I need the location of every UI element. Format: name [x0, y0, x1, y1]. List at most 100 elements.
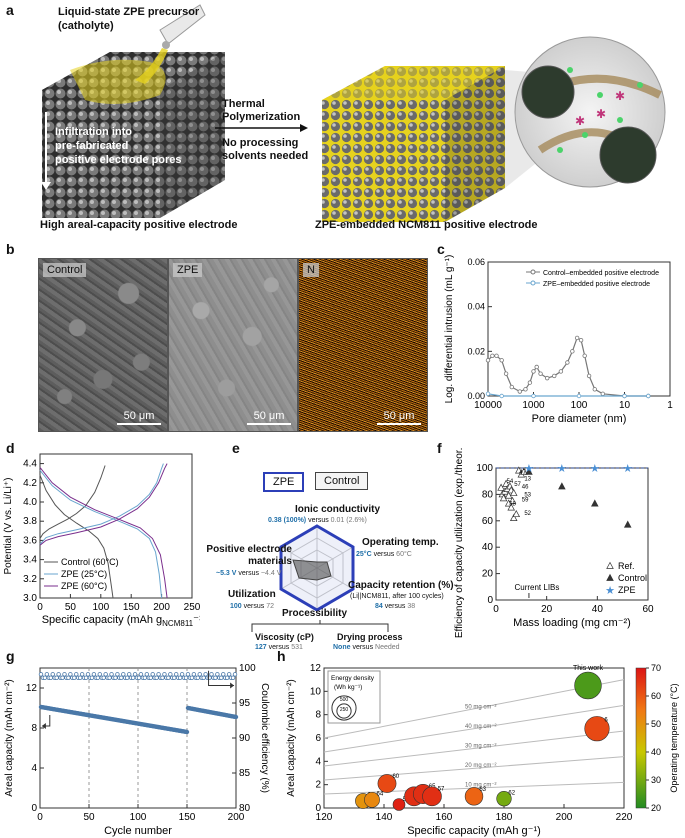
right-axis-arrowhead — [230, 682, 235, 689]
data-point — [622, 393, 627, 399]
ce-point — [126, 672, 132, 677]
iso-line-label: 20 mg cm⁻² — [465, 763, 497, 769]
legend-marker: ★ — [605, 585, 615, 597]
dropper-icon — [135, 4, 206, 84]
y-tick-label: 0 — [487, 595, 493, 606]
y-tick-label-right: 90 — [239, 733, 251, 744]
x-tick-label: 150 — [179, 812, 196, 823]
left-caption: High areal-capacity positive electrode — [40, 219, 238, 231]
ce-point — [50, 672, 55, 677]
ce-point — [191, 672, 197, 677]
sem-label: N — [303, 263, 319, 277]
ce-point — [44, 672, 50, 677]
data-point — [578, 337, 584, 343]
sem-image-nitrogen-map: N 50 μm — [298, 258, 428, 432]
ref-point — [515, 466, 523, 474]
data-point — [576, 393, 582, 399]
bubble-point — [584, 716, 610, 742]
x-tick-label: 60 — [642, 604, 654, 615]
panel-label-a: a — [6, 2, 14, 18]
ce-point — [62, 672, 67, 677]
discharge-curve — [39, 469, 163, 599]
ce-point — [89, 675, 95, 680]
data-point — [503, 371, 509, 376]
colorbar-tick-label: 20 — [651, 803, 661, 813]
precursor-sublabel: (catholyte) — [58, 20, 114, 32]
y-tick-label: 3.6 — [23, 535, 37, 546]
infiltration-label-3: positive electrode pores — [55, 154, 182, 166]
series-line — [487, 393, 649, 397]
x-tick-label: 140 — [376, 812, 393, 823]
ref-label: 58 — [509, 502, 516, 508]
y-axis-label: Log. differential intrusion (mL g⁻¹) — [444, 255, 455, 404]
ce-point — [195, 675, 200, 680]
util-title: Utilization — [228, 589, 276, 600]
size-legend-subtitle: (Wh kg⁻¹) — [334, 684, 362, 691]
ce-point — [160, 675, 165, 680]
panel-a-illustration: ✱ ✱ ✱ — [41, 4, 666, 222]
panel-label-c: c — [437, 241, 445, 257]
ce-point — [189, 675, 195, 680]
ce-point — [154, 675, 159, 680]
y-tick-label: 4.2 — [23, 478, 37, 489]
ce-point — [156, 672, 161, 677]
right-axis-arrow — [208, 670, 235, 686]
data-point — [509, 384, 514, 390]
bubble-label: 64 — [377, 791, 384, 797]
x-tick-label: 100 — [130, 812, 147, 823]
plot-frame — [39, 453, 193, 599]
data-point — [570, 349, 575, 354]
x-tick-label: 0 — [37, 812, 43, 823]
x-tick-label: 160 — [436, 812, 453, 823]
capacity-point — [233, 714, 239, 720]
data-point — [523, 387, 528, 392]
colorbar-tick-label: 30 — [651, 775, 661, 785]
y-axis-label-left: Areal capacity (mAh cm⁻²) — [4, 679, 15, 797]
y-tick-label: 20 — [482, 569, 494, 580]
ce-point — [79, 672, 85, 677]
tab-zpe: ZPE — [263, 472, 305, 492]
control-point — [623, 520, 632, 528]
right-electrode-cube — [322, 66, 505, 222]
ce-point — [48, 675, 53, 680]
ce-point — [136, 675, 142, 680]
y-tick-label-left: 12 — [26, 683, 38, 694]
ce-point — [162, 672, 167, 677]
data-point — [531, 369, 536, 374]
y-tick-label-right: 80 — [239, 803, 251, 814]
size-legend-value: 500 — [340, 697, 349, 703]
ce-point — [109, 672, 114, 677]
scale-bar: 50 μm — [377, 410, 421, 425]
proc-title: Processibility — [282, 608, 348, 619]
proc-bracket — [251, 620, 389, 632]
ce-point — [201, 675, 206, 680]
radar-control-area — [292, 559, 332, 581]
x-tick-label: 40 — [592, 604, 604, 615]
data-point — [565, 360, 570, 365]
data-point — [494, 353, 499, 358]
control-point — [558, 482, 566, 490]
y-tick-label: 0.00 — [467, 391, 485, 401]
charge-curve — [39, 463, 168, 546]
zpe-point: ★ — [623, 463, 633, 475]
zpe-point: ★ — [590, 463, 600, 475]
colorbar-tick-label: 50 — [651, 719, 661, 729]
svg-text:✱: ✱ — [596, 107, 606, 121]
tab-control: Control — [315, 472, 369, 490]
ce-point — [185, 672, 191, 677]
x-tick-label: 200 — [556, 812, 573, 823]
ce-point — [54, 675, 59, 680]
dry-title: Drying process — [337, 632, 403, 642]
y-tick-label: 3.0 — [23, 593, 37, 604]
bubble-point — [364, 791, 380, 808]
x-tick-label: 0 — [37, 602, 43, 613]
y-tick-label-right: 85 — [239, 768, 251, 779]
ce-point — [83, 675, 89, 680]
ref-point — [504, 499, 513, 507]
legend-label: Ref. — [618, 561, 635, 571]
ce-point — [74, 672, 79, 677]
y-tick-label-right: 100 — [239, 663, 256, 674]
ref-label: 46 — [522, 484, 529, 490]
y-tick-label: 0 — [315, 803, 321, 814]
ce-point — [168, 672, 173, 677]
